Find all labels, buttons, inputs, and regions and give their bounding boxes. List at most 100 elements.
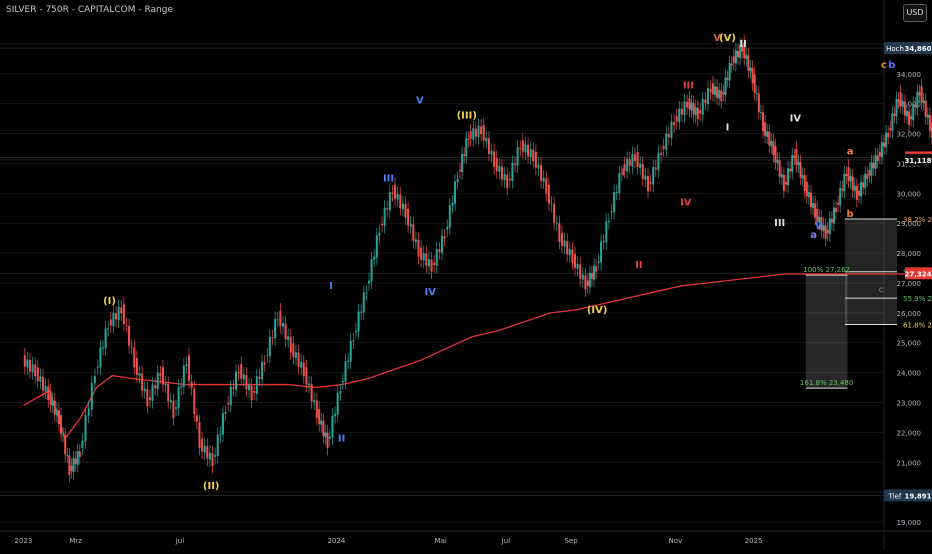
candle-body xyxy=(623,164,626,171)
candle-body xyxy=(467,138,470,141)
candle-body xyxy=(910,116,913,120)
candle-body xyxy=(378,232,381,236)
candle-body xyxy=(768,131,771,146)
candle-body xyxy=(843,173,846,192)
candle-body xyxy=(287,336,290,341)
candle-body xyxy=(451,202,454,206)
candle-body xyxy=(177,386,180,409)
candle-body xyxy=(662,146,665,150)
candle-body xyxy=(905,110,908,117)
candle-body xyxy=(633,154,636,162)
candle-body xyxy=(889,128,892,130)
candle-body xyxy=(814,203,817,218)
y-tick-label: 24,000 xyxy=(897,370,922,378)
candle-body xyxy=(728,63,731,81)
candle-body xyxy=(764,122,767,136)
candle-body xyxy=(70,465,73,472)
candle-body xyxy=(901,101,904,107)
fib-extension-label: 100% 27,262 xyxy=(803,266,850,274)
candle-body xyxy=(519,147,522,150)
candle-body xyxy=(789,168,792,172)
candle-body xyxy=(399,194,402,209)
candle-body xyxy=(357,311,360,332)
candle-body xyxy=(115,313,118,320)
candle-body xyxy=(855,186,858,200)
candle-body xyxy=(47,386,50,401)
x-tick-label: Jul xyxy=(175,537,185,545)
price-marker-bg xyxy=(905,153,932,166)
candle-body xyxy=(322,421,325,436)
candle-body xyxy=(730,63,733,66)
candle-body xyxy=(615,192,618,194)
candle-body xyxy=(711,83,714,95)
candle-body xyxy=(360,311,363,313)
candle-body xyxy=(498,165,501,173)
candle-body xyxy=(864,173,867,189)
candle-body xyxy=(167,383,170,402)
candle-body xyxy=(245,375,248,390)
candle-body xyxy=(818,216,821,223)
candle-body xyxy=(310,383,313,402)
candle-body xyxy=(324,432,327,437)
candle-body xyxy=(534,152,537,168)
candle-body xyxy=(26,359,29,368)
candle-body xyxy=(527,144,530,157)
y-tick-label: 34,000 xyxy=(897,71,922,79)
y-tick-label: 22,000 xyxy=(897,429,922,437)
candle-body xyxy=(53,400,56,415)
candle-body xyxy=(636,152,639,168)
candle-body xyxy=(430,259,433,272)
y-tick-label: 26,000 xyxy=(897,310,922,318)
currency-button[interactable]: USD xyxy=(903,4,927,22)
candle-body xyxy=(675,116,678,122)
y-tick-label: 19,000 xyxy=(897,519,922,527)
candle-body xyxy=(885,132,888,148)
wave-label: (I) xyxy=(103,296,116,307)
price-marker-tag: Tief xyxy=(888,492,902,500)
candle-body xyxy=(234,371,237,390)
candle-body xyxy=(841,188,844,191)
candle-body xyxy=(339,391,342,394)
candle-body xyxy=(454,181,457,204)
candle-body xyxy=(96,366,99,368)
candle-body xyxy=(822,224,825,232)
y-tick-label: 28,000 xyxy=(897,250,922,258)
candle-body xyxy=(547,184,550,204)
candle-body xyxy=(57,410,60,425)
candle-body xyxy=(128,325,131,346)
candle-body xyxy=(313,400,316,403)
candle-body xyxy=(305,367,308,385)
candle-body xyxy=(23,355,26,367)
candle-body xyxy=(824,225,827,239)
candle-body xyxy=(747,55,750,71)
candle-body xyxy=(122,304,125,325)
candle-body xyxy=(373,256,376,260)
candle-body xyxy=(891,113,894,131)
candle-body xyxy=(782,174,785,191)
candle-body xyxy=(469,131,472,139)
candle-body xyxy=(208,452,211,460)
candle-body xyxy=(532,149,535,162)
x-tick-label: Nov xyxy=(669,537,683,545)
candle-body xyxy=(716,86,719,98)
candle-body xyxy=(334,413,337,417)
wave-label: III xyxy=(774,218,785,229)
candle-body xyxy=(701,98,704,115)
candle-body xyxy=(49,391,52,405)
candle-body xyxy=(146,389,149,407)
candle-body xyxy=(753,74,756,93)
candle-body xyxy=(36,367,39,381)
candle-body xyxy=(143,388,146,392)
candle-body xyxy=(791,155,794,173)
wave-label: III xyxy=(383,173,394,184)
candle-body xyxy=(918,92,921,96)
candle-body xyxy=(678,108,681,123)
candle-body xyxy=(812,202,815,208)
candle-body xyxy=(51,400,54,406)
x-tick-label: Jul xyxy=(501,537,511,545)
wave-label: IV xyxy=(425,287,437,298)
candle-body xyxy=(588,272,591,287)
candle-body xyxy=(72,458,75,473)
